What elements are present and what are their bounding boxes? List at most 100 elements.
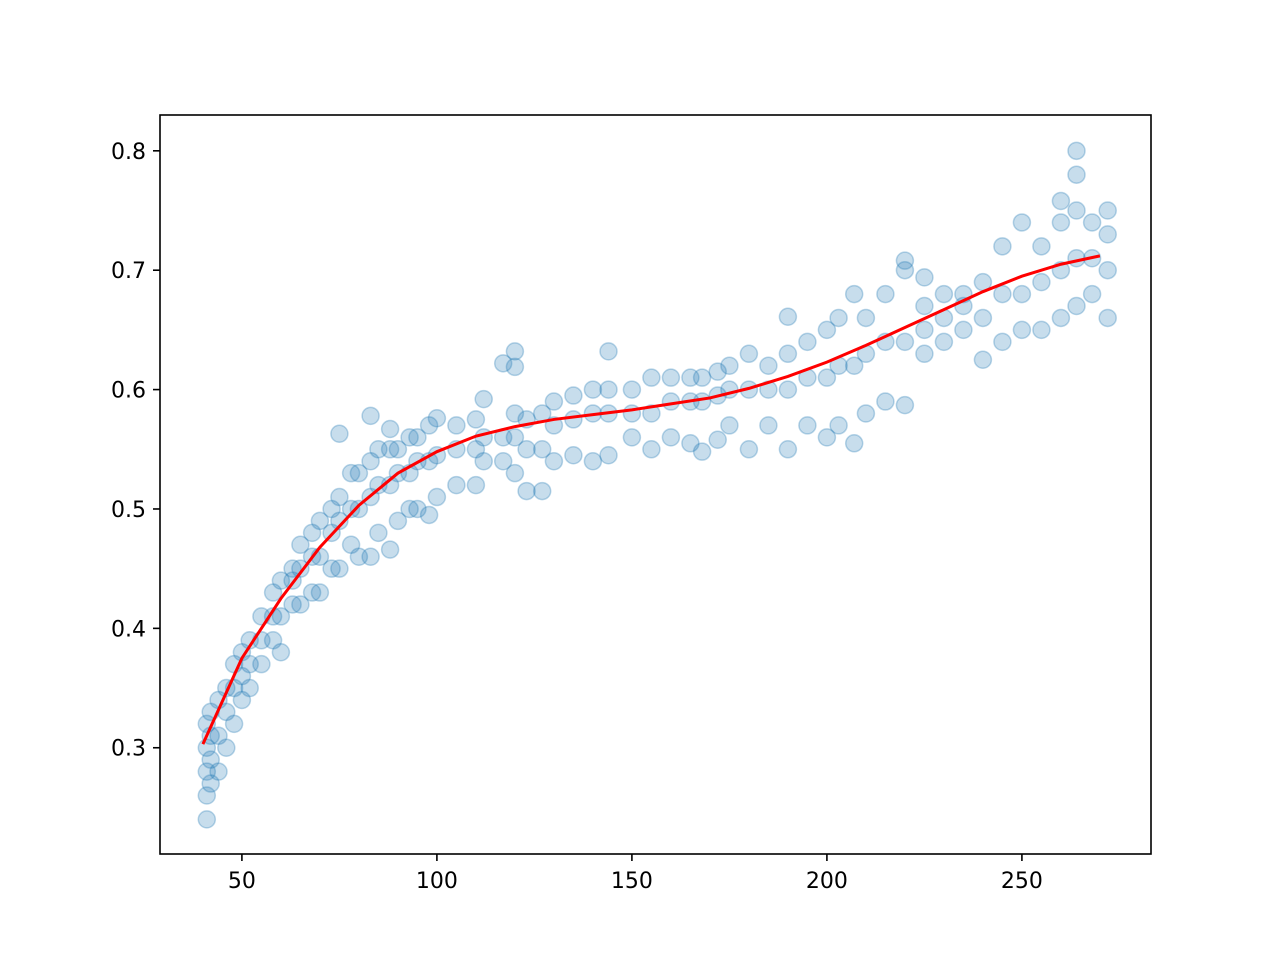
point <box>993 237 1012 256</box>
point <box>349 499 369 519</box>
point <box>954 320 973 340</box>
point <box>564 410 583 429</box>
point <box>1082 284 1102 304</box>
point <box>720 356 739 375</box>
point <box>201 774 220 793</box>
point <box>915 320 934 340</box>
point <box>466 410 486 429</box>
point <box>322 499 341 519</box>
point <box>599 380 618 399</box>
point <box>341 463 361 483</box>
point <box>934 284 954 304</box>
point <box>778 440 798 459</box>
point <box>1082 213 1102 232</box>
point <box>1012 284 1032 304</box>
point <box>844 356 864 375</box>
point <box>1098 225 1117 244</box>
point <box>798 416 817 435</box>
point <box>283 559 302 578</box>
point <box>474 451 493 471</box>
point <box>708 430 727 449</box>
point <box>661 368 681 387</box>
point <box>380 440 400 459</box>
point <box>642 404 661 423</box>
point <box>330 424 349 444</box>
point <box>310 583 330 602</box>
point <box>622 428 642 447</box>
point <box>427 487 447 507</box>
point <box>817 428 837 447</box>
point <box>759 416 778 435</box>
point <box>739 440 759 459</box>
point <box>1067 141 1086 161</box>
point <box>583 380 603 399</box>
x-tick-label: 200 <box>806 869 848 894</box>
point <box>642 440 661 459</box>
point <box>341 499 361 519</box>
point <box>505 357 525 377</box>
fit-line <box>201 254 1101 745</box>
point <box>692 442 712 461</box>
point <box>692 368 712 387</box>
point <box>829 416 848 435</box>
point <box>681 434 700 453</box>
point <box>642 368 661 387</box>
point <box>876 392 895 411</box>
point <box>302 523 322 543</box>
point <box>759 356 778 375</box>
point <box>493 354 513 373</box>
point <box>330 487 349 507</box>
point <box>778 344 798 364</box>
point <box>1051 191 1071 211</box>
point <box>993 332 1012 352</box>
point <box>544 392 564 411</box>
point <box>291 595 310 614</box>
point <box>466 440 486 459</box>
plot-frame <box>159 114 1152 855</box>
point <box>209 726 228 746</box>
point <box>408 499 427 519</box>
x-tick-label: 50 <box>228 869 256 894</box>
point <box>505 428 525 447</box>
point <box>1098 308 1117 328</box>
point <box>349 547 369 566</box>
point <box>1012 213 1032 232</box>
point <box>361 451 380 471</box>
point <box>681 368 700 387</box>
point <box>209 762 228 781</box>
point <box>330 511 349 531</box>
point <box>369 440 388 459</box>
point <box>291 535 310 555</box>
point <box>419 505 439 525</box>
point <box>844 284 864 304</box>
point <box>217 738 236 757</box>
point <box>817 320 837 340</box>
point <box>388 511 408 531</box>
point <box>856 404 876 423</box>
point <box>1067 165 1086 184</box>
point <box>493 451 513 471</box>
point <box>817 368 837 387</box>
point <box>915 268 934 287</box>
point <box>263 583 283 602</box>
point <box>564 386 583 405</box>
y-tick-label: 0.3 <box>111 737 146 762</box>
point <box>517 481 536 501</box>
point <box>895 251 915 270</box>
point <box>341 535 361 555</box>
y-tick-label: 0.7 <box>111 259 146 284</box>
point <box>895 260 915 280</box>
point <box>291 559 310 578</box>
point <box>361 406 380 426</box>
point <box>798 332 817 352</box>
point <box>1032 320 1051 340</box>
point <box>829 308 848 328</box>
point <box>240 678 259 698</box>
x-tick-label: 150 <box>611 869 653 894</box>
x-tick-label: 250 <box>1001 869 1043 894</box>
point <box>283 595 302 614</box>
point <box>564 446 583 465</box>
point <box>895 395 915 415</box>
